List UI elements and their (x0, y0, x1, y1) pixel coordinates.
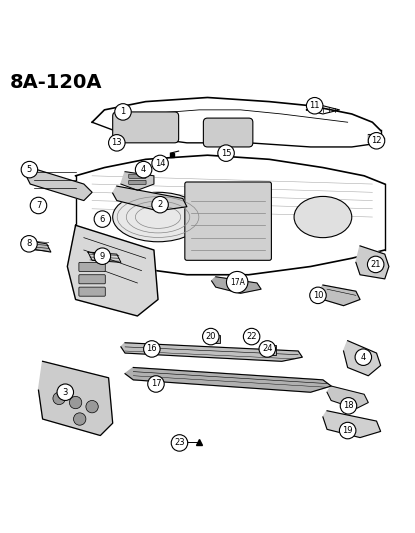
Polygon shape (125, 367, 331, 392)
Text: 24: 24 (262, 344, 273, 353)
Circle shape (310, 287, 326, 304)
Circle shape (115, 104, 131, 120)
Polygon shape (327, 386, 368, 409)
Text: 4: 4 (141, 165, 146, 174)
Text: 11: 11 (310, 101, 320, 110)
Polygon shape (121, 343, 302, 361)
FancyBboxPatch shape (113, 112, 178, 143)
Circle shape (259, 341, 276, 357)
FancyBboxPatch shape (79, 274, 105, 284)
Circle shape (227, 271, 248, 293)
Text: 22: 22 (247, 332, 257, 341)
FancyBboxPatch shape (79, 287, 105, 296)
Text: 10: 10 (313, 291, 323, 300)
Text: 12: 12 (371, 136, 382, 146)
Text: 9: 9 (100, 252, 105, 261)
Circle shape (109, 135, 125, 151)
Polygon shape (22, 240, 51, 252)
Text: 21: 21 (371, 260, 381, 269)
Polygon shape (26, 167, 92, 200)
Polygon shape (319, 285, 360, 305)
Text: 7: 7 (36, 201, 41, 210)
Text: 13: 13 (112, 139, 122, 147)
Circle shape (21, 236, 37, 252)
Polygon shape (67, 225, 158, 316)
Polygon shape (88, 252, 121, 262)
Polygon shape (121, 172, 154, 190)
FancyBboxPatch shape (129, 180, 146, 184)
Circle shape (152, 155, 168, 172)
Text: 8: 8 (26, 239, 32, 248)
Text: 20: 20 (205, 332, 216, 341)
Circle shape (368, 133, 385, 149)
Circle shape (339, 422, 356, 439)
Text: 4: 4 (361, 353, 366, 362)
Circle shape (86, 400, 98, 413)
Text: 6: 6 (100, 215, 105, 224)
Text: 1: 1 (120, 108, 126, 116)
Circle shape (94, 248, 111, 264)
Circle shape (152, 197, 168, 213)
Circle shape (243, 328, 260, 345)
Text: 19: 19 (342, 426, 353, 435)
Text: 18: 18 (343, 401, 354, 410)
Circle shape (355, 349, 371, 366)
Text: 5: 5 (27, 165, 32, 174)
Polygon shape (323, 411, 381, 438)
Polygon shape (344, 341, 381, 376)
Circle shape (73, 413, 86, 425)
Circle shape (306, 98, 323, 114)
Text: 16: 16 (146, 344, 157, 353)
Circle shape (203, 328, 219, 345)
Text: 17A: 17A (230, 278, 244, 287)
Circle shape (30, 197, 47, 214)
Circle shape (69, 397, 82, 409)
Text: 2: 2 (157, 200, 163, 209)
Circle shape (171, 435, 188, 451)
Polygon shape (356, 246, 389, 279)
Circle shape (340, 398, 357, 414)
Polygon shape (113, 186, 187, 211)
Text: 23: 23 (174, 439, 185, 447)
Polygon shape (39, 361, 113, 435)
Circle shape (148, 376, 164, 392)
Text: 14: 14 (155, 159, 165, 168)
Text: 15: 15 (221, 149, 231, 158)
Circle shape (367, 256, 384, 273)
Text: 3: 3 (63, 387, 68, 397)
FancyBboxPatch shape (185, 182, 271, 260)
Text: 17: 17 (151, 379, 161, 389)
Circle shape (144, 341, 160, 357)
Circle shape (135, 161, 152, 178)
Circle shape (94, 211, 111, 228)
Ellipse shape (113, 192, 203, 242)
Circle shape (21, 161, 38, 178)
FancyBboxPatch shape (129, 174, 146, 178)
Ellipse shape (294, 197, 352, 238)
Circle shape (218, 145, 234, 161)
Polygon shape (212, 277, 261, 293)
Circle shape (53, 392, 65, 405)
FancyBboxPatch shape (203, 118, 253, 147)
Circle shape (57, 384, 73, 400)
Polygon shape (368, 135, 385, 143)
FancyBboxPatch shape (79, 262, 105, 271)
Text: 8A-120A: 8A-120A (10, 73, 102, 92)
